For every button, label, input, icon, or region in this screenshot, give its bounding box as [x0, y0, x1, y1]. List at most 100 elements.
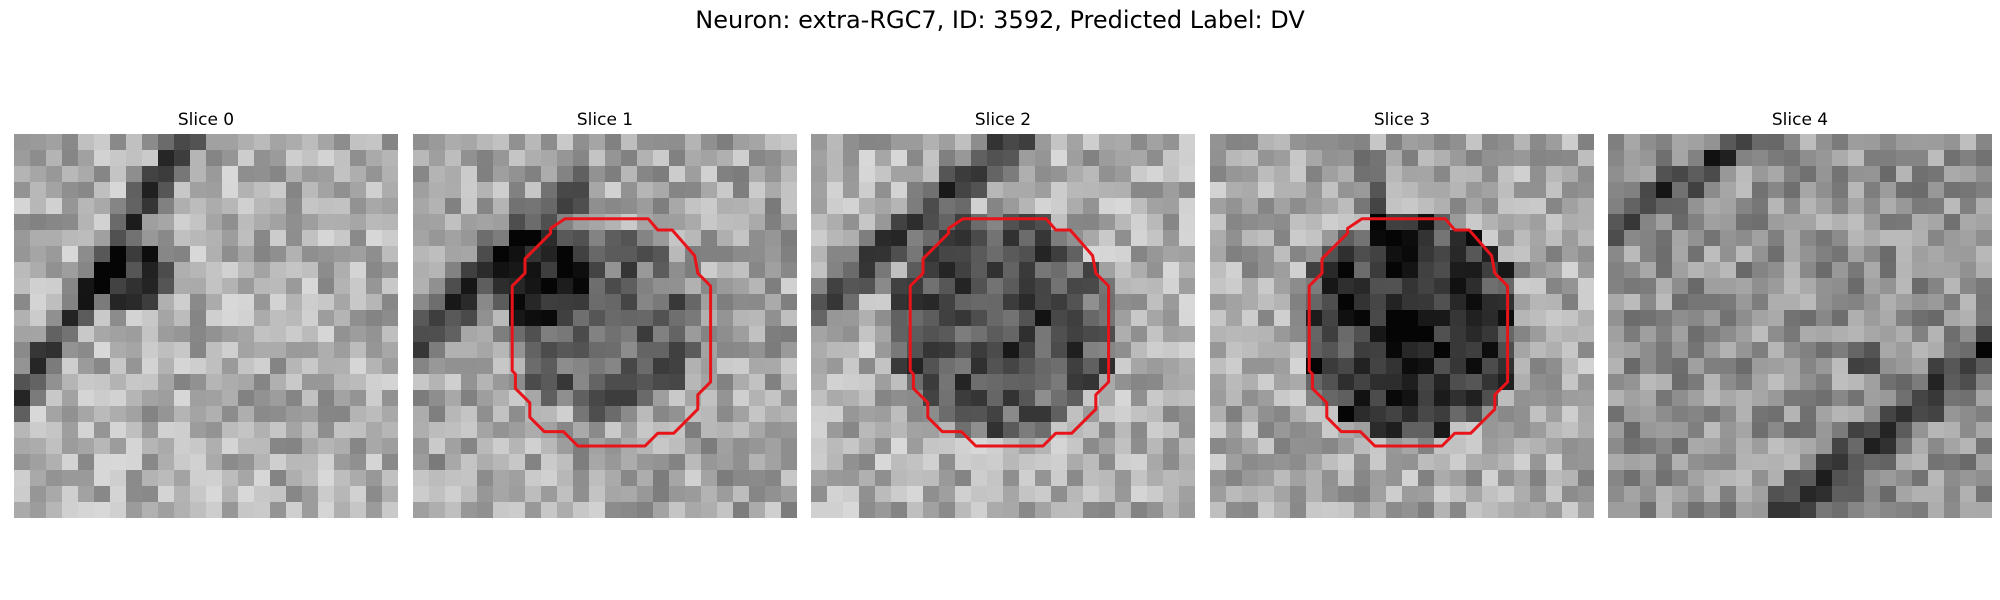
pixel — [1736, 342, 1753, 359]
pixel — [1003, 214, 1020, 231]
pixel — [1163, 166, 1180, 183]
pixel — [1322, 310, 1339, 327]
pixel — [445, 342, 462, 359]
pixel — [30, 422, 47, 439]
pixel — [1800, 182, 1817, 199]
pixel — [30, 486, 47, 503]
pixel — [891, 150, 908, 167]
pixel — [1274, 422, 1291, 439]
pixel — [1546, 246, 1563, 263]
pixel — [477, 294, 494, 311]
pixel — [382, 134, 398, 151]
pixel — [1530, 214, 1547, 231]
pixel — [827, 374, 844, 391]
pixel — [270, 502, 287, 518]
pixel — [1960, 326, 1977, 343]
pixel — [1019, 166, 1036, 183]
pixel — [334, 166, 351, 183]
pixel — [1562, 438, 1579, 455]
pixel — [413, 198, 430, 215]
pixel — [717, 134, 734, 151]
pixel — [1944, 294, 1961, 311]
pixel — [653, 470, 670, 487]
pixel — [14, 486, 31, 503]
pixel — [749, 470, 766, 487]
pixel — [685, 230, 702, 247]
pixel — [1688, 278, 1705, 295]
pixel — [62, 310, 79, 327]
pixel — [110, 422, 127, 439]
pixel — [1896, 214, 1913, 231]
pixel — [46, 294, 63, 311]
pixel — [126, 214, 143, 231]
pixel — [939, 262, 956, 279]
pixel — [1370, 166, 1387, 183]
pixel — [573, 182, 590, 199]
pixel — [461, 342, 478, 359]
pixel — [477, 310, 494, 327]
pixel — [142, 230, 159, 247]
pixel — [1322, 470, 1339, 487]
pixel — [1179, 422, 1195, 439]
pixel — [1640, 390, 1657, 407]
pixel — [493, 310, 510, 327]
pixel — [1434, 246, 1451, 263]
pixel — [493, 214, 510, 231]
pixel — [1418, 502, 1435, 518]
pixel — [461, 502, 478, 518]
pixel — [621, 326, 638, 343]
pixel — [1704, 390, 1721, 407]
pixel — [955, 342, 972, 359]
pixel — [1546, 486, 1563, 503]
pixel — [1800, 422, 1817, 439]
pixel — [765, 438, 782, 455]
pixel — [685, 422, 702, 439]
pixel — [765, 198, 782, 215]
pixel — [238, 278, 255, 295]
pixel — [1163, 502, 1180, 518]
pixel — [1083, 438, 1100, 455]
pixel — [1720, 342, 1737, 359]
pixel — [1672, 214, 1689, 231]
pixel — [1083, 358, 1100, 375]
pixel — [717, 342, 734, 359]
pixel — [1466, 438, 1483, 455]
pixel — [541, 294, 558, 311]
pixel — [509, 214, 526, 231]
pixel — [907, 262, 924, 279]
pixel — [1131, 342, 1148, 359]
pixel — [605, 246, 622, 263]
pixel — [1147, 134, 1164, 151]
pixel — [126, 278, 143, 295]
pixel — [14, 374, 31, 391]
pixel — [1688, 182, 1705, 199]
pixel — [1290, 470, 1307, 487]
pixel — [811, 470, 828, 487]
pixel — [1258, 278, 1275, 295]
pixel — [1768, 198, 1785, 215]
pixel — [1306, 150, 1323, 167]
pixel — [286, 438, 303, 455]
pixel — [1816, 262, 1833, 279]
pixel — [1944, 134, 1961, 151]
pixel — [1354, 422, 1371, 439]
pixel — [1466, 182, 1483, 199]
pixel — [1131, 262, 1148, 279]
pixel — [254, 310, 271, 327]
pixel — [14, 230, 31, 247]
pixel — [1912, 326, 1929, 343]
pixel — [206, 374, 223, 391]
pixel — [445, 294, 462, 311]
pixel — [1083, 182, 1100, 199]
pixel — [1242, 358, 1259, 375]
pixel — [1083, 374, 1100, 391]
pixel — [1864, 262, 1881, 279]
pixel — [14, 438, 31, 455]
pixel — [971, 374, 988, 391]
pixel — [637, 326, 654, 343]
pixel — [350, 470, 367, 487]
pixel — [445, 502, 462, 518]
pixel — [1402, 246, 1419, 263]
pixel — [286, 214, 303, 231]
pixel — [1466, 342, 1483, 359]
